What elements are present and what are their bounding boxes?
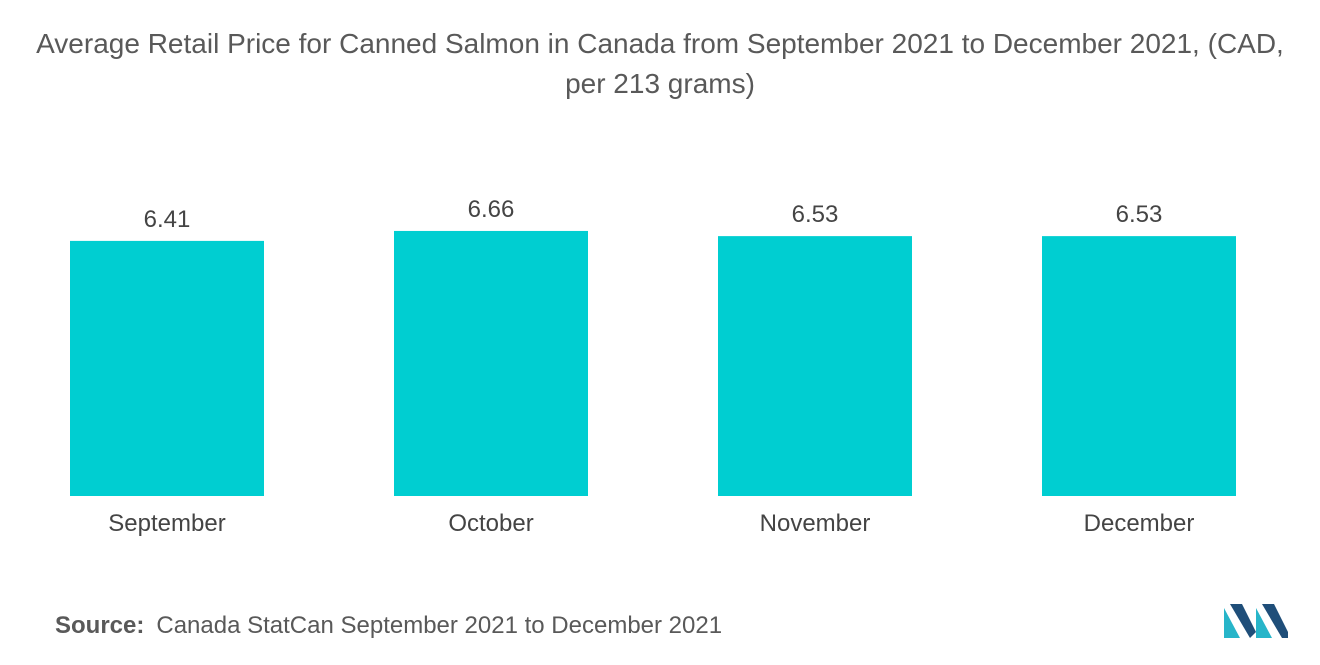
- bar-october: [394, 230, 588, 497]
- logo-shape-mid-right: [1256, 608, 1272, 638]
- source-line: Source: Canada StatCan September 2021 to …: [55, 612, 722, 640]
- value-label-november: 6.53: [792, 201, 839, 228]
- category-label-october: October: [448, 510, 533, 537]
- bar-november: [718, 236, 912, 496]
- logo-shape-left: [1224, 608, 1240, 638]
- bar-september: [70, 240, 264, 496]
- bar-chart: 6.41 September 6.66 October 6.53 November 6.53…: [70, 196, 1236, 537]
- category-label-november: November: [760, 510, 871, 537]
- mordor-intelligence-logo-icon: [1224, 604, 1288, 638]
- logo-shape-mid-left: [1230, 604, 1256, 638]
- value-label-september: 6.41: [144, 206, 191, 233]
- source-label: Source:: [55, 612, 145, 639]
- bar-december: [1042, 236, 1236, 496]
- value-label-october: 6.66: [468, 196, 515, 223]
- chart-title: Average Retail Price for Canned Salmon i…: [36, 28, 1284, 99]
- category-label-december: December: [1084, 510, 1195, 537]
- logo-shape-right: [1262, 604, 1288, 638]
- category-label-september: September: [108, 510, 225, 537]
- source-text: Canada StatCan September 2021 to Decembe…: [156, 612, 723, 639]
- value-label-december: 6.53: [1116, 201, 1163, 228]
